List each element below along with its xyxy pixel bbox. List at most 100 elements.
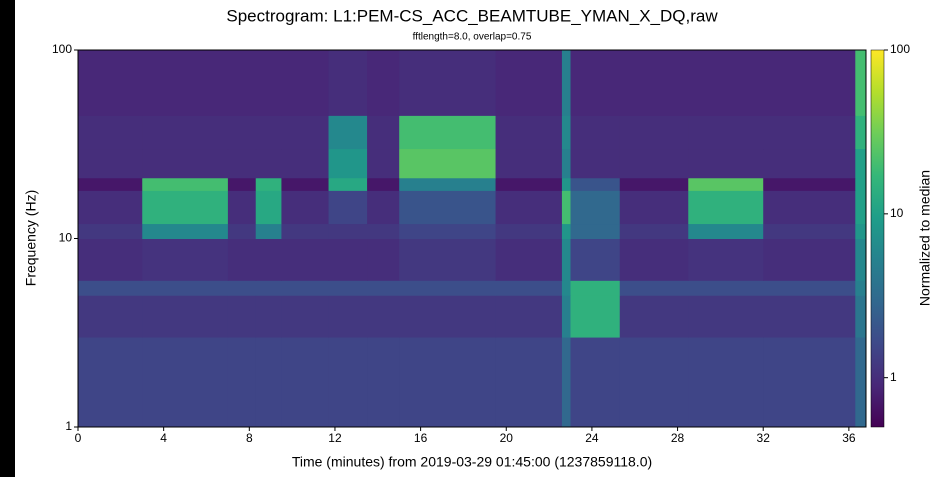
heatmap-cell (367, 238, 400, 281)
heatmap-cell (688, 50, 764, 116)
heatmap-cell (399, 50, 497, 116)
heatmap-cell (78, 280, 143, 296)
heatmap-cell (255, 238, 282, 281)
heatmap-cell (367, 337, 400, 428)
heatmap-cell (688, 238, 764, 281)
heatmap-cell (561, 280, 571, 296)
heatmap-cell (142, 295, 229, 338)
heatmap-cell (495, 295, 563, 338)
left-edge (0, 0, 15, 477)
heatmap-cell (763, 280, 856, 296)
y-tick-label: 10 (59, 231, 73, 245)
x-tick-label: 12 (328, 431, 342, 445)
heatmap-cell (78, 190, 143, 225)
heatmap-cell (328, 190, 368, 225)
heatmap-cell (142, 223, 229, 239)
heatmap-cell (855, 177, 867, 191)
heatmap-cell (328, 148, 368, 179)
heatmap-cell (570, 280, 621, 296)
heatmap-cell (561, 148, 571, 179)
heatmap-cell (570, 223, 621, 239)
heatmap-cell (619, 337, 689, 428)
y-tick-label: 100 (52, 42, 72, 56)
heatmap-cell (619, 177, 689, 191)
heatmap-cell (367, 295, 400, 338)
heatmap-cell (688, 148, 764, 179)
heatmap-cell (688, 295, 764, 338)
heatmap-cell (367, 280, 400, 296)
heatmap-cell (367, 115, 400, 150)
heatmap-cell (142, 190, 229, 225)
heatmap-cell (142, 280, 229, 296)
chart-subtitle: fftlength=8.0, overlap=0.75 (413, 32, 532, 43)
heatmap-cell (227, 223, 257, 239)
heatmap-cell (399, 295, 497, 338)
heatmap-cell (281, 280, 330, 296)
heatmap-cell (281, 50, 330, 116)
heatmap-cell (495, 337, 563, 428)
heatmap-cell (495, 280, 563, 296)
heatmap-cell (688, 190, 764, 225)
colorbar-label: Normalized to median (917, 170, 933, 306)
heatmap-cell (570, 238, 621, 281)
heatmap-cell (855, 238, 867, 281)
heatmap-cell (255, 280, 282, 296)
heatmap-cell (570, 148, 621, 179)
heatmap-cell (688, 115, 764, 150)
heatmap-cell (78, 50, 143, 116)
heatmap-cell (688, 223, 764, 239)
heatmap-cell (227, 280, 257, 296)
heatmap-cell (227, 295, 257, 338)
heatmap-cell (281, 177, 330, 191)
x-tick-label: 4 (160, 431, 167, 445)
heatmap-cell (255, 115, 282, 150)
heatmap-cell (255, 337, 282, 428)
heatmap-cell (619, 280, 689, 296)
heatmap-cell (255, 223, 282, 239)
x-tick-label: 36 (842, 431, 856, 445)
heatmap-cell (688, 280, 764, 296)
heatmap-cell (142, 148, 229, 179)
heatmap-cell (561, 295, 571, 338)
heatmap-cell (570, 50, 621, 116)
heatmap-cell (619, 238, 689, 281)
x-tick-label: 28 (671, 431, 685, 445)
x-axis-label: Time (minutes) from 2019-03-29 01:45:00 … (292, 454, 652, 470)
heatmap-cell (255, 177, 282, 191)
heatmap-cell (688, 337, 764, 428)
heatmap-cell (855, 148, 867, 179)
heatmap-cell (570, 190, 621, 225)
heatmap-cell (328, 177, 368, 191)
heatmap-cell (495, 190, 563, 225)
x-tick-label: 0 (75, 431, 82, 445)
heatmap-cell (328, 50, 368, 116)
heatmap-cell (855, 223, 867, 239)
colorbar-tick-label: 100 (890, 42, 910, 56)
heatmap-cell (255, 295, 282, 338)
heatmap-cell (142, 177, 229, 191)
heatmap-cell (495, 50, 563, 116)
heatmap-cell (142, 238, 229, 281)
heatmap-cell (281, 148, 330, 179)
x-tick-label: 16 (414, 431, 428, 445)
heatmap-cell (763, 115, 856, 150)
heatmap-cell (227, 238, 257, 281)
heatmap-cell (367, 190, 400, 225)
heatmap-cell (281, 190, 330, 225)
heatmap-cell (763, 148, 856, 179)
heatmap-cell (367, 223, 400, 239)
heatmap-cell (78, 337, 143, 428)
heatmap-cell (619, 50, 689, 116)
heatmap-cell (367, 50, 400, 116)
heatmap-cell (855, 115, 867, 150)
heatmap-cell (78, 223, 143, 239)
heatmap-cell (227, 190, 257, 225)
heatmap-cell (328, 238, 368, 281)
heatmap-cell (855, 295, 867, 338)
heatmap-cell (570, 177, 621, 191)
heatmap-cell (281, 238, 330, 281)
heatmap-cell (367, 148, 400, 179)
heatmap-cell (399, 238, 497, 281)
heatmap-cell (561, 50, 571, 116)
heatmap-cell (142, 50, 229, 116)
